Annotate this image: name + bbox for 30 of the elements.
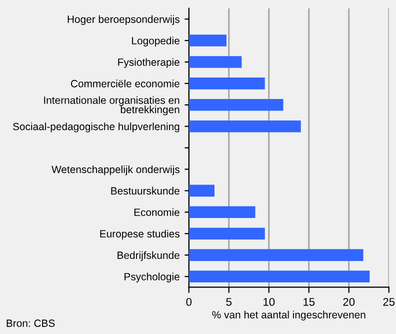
bar [188,34,226,46]
y-tick-label: Economie [134,208,180,216]
bar [188,249,364,261]
x-tick-label: 20 [343,298,355,306]
bar [188,120,301,132]
x-tick-label: 15 [304,298,315,306]
bar [188,78,265,90]
y-tick-label: Commerciële economie [70,80,180,88]
bar [188,228,265,240]
bar [188,270,370,282]
x-tick-label: 10 [264,298,275,306]
bar [188,184,214,197]
x-tick-label: 5 [226,298,232,306]
y-tick-label: Hoger beroepsonderwijs [68,15,180,26]
bar [188,206,256,218]
y-tick-label: Wetenschappelijk onderwijs [52,165,180,176]
x-axis-title: % van het aantal ingeschrevenen [212,310,366,320]
y-tick-label: Internationale organisaties en betrekkingen [44,96,180,116]
y-tick-label: Logopedie [132,36,180,46]
y-tick-label: Fysiotherapie [118,58,180,68]
y-tick-label: Psychologie [124,272,180,282]
y-tick-label: Sociaal-pedagogische hulpverlening [12,122,180,132]
bar [188,56,242,68]
y-tick-label: Europese studies [100,230,180,240]
bar [188,98,284,111]
x-tick-label: 0 [186,298,192,306]
y-tick-label: Bestuurskunde [111,186,180,195]
text: Bron: CBS [6,320,55,327]
y-tick-label: Bedrijfskunde [118,251,180,261]
x-tick-label: 25 [383,298,395,306]
